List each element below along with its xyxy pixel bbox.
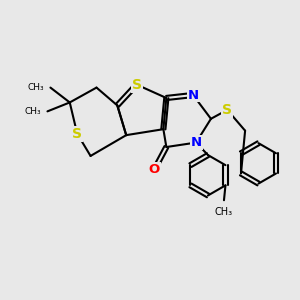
Text: CH₃: CH₃ xyxy=(24,107,41,116)
Text: S: S xyxy=(72,127,82,141)
Text: N: N xyxy=(188,88,199,101)
Text: S: S xyxy=(222,103,232,117)
Text: CH₃: CH₃ xyxy=(27,83,44,92)
Text: N: N xyxy=(190,136,202,149)
Text: CH₃: CH₃ xyxy=(215,207,233,217)
Text: S: S xyxy=(132,78,142,92)
Text: O: O xyxy=(149,163,160,176)
